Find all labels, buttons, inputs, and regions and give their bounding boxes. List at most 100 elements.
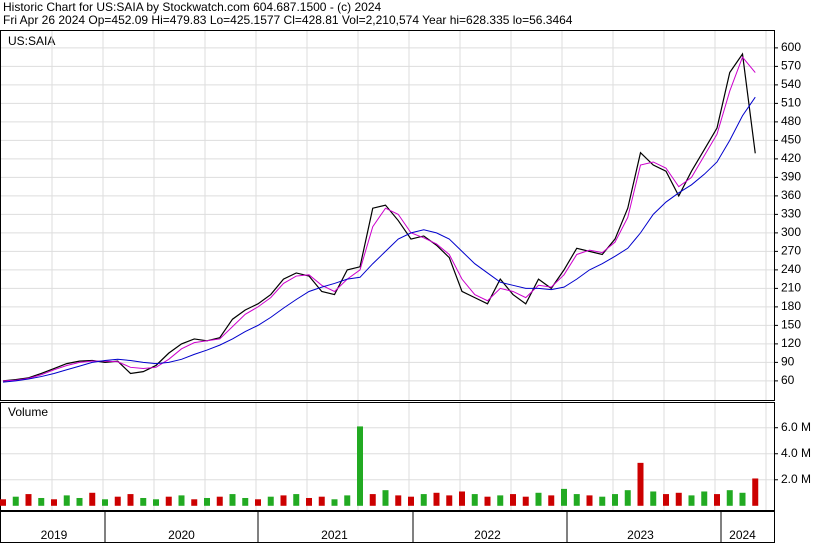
y-tick-label: 600: [781, 40, 801, 54]
volume-bar: [357, 426, 363, 506]
volume-bar: [675, 492, 682, 506]
y-tick-label: 180: [781, 299, 801, 313]
y-tick-label: 300: [781, 225, 801, 239]
volume-bar: [102, 499, 108, 506]
volume-bar: [459, 491, 465, 506]
panel-title: Volume: [8, 405, 48, 419]
volume-bar: [420, 494, 427, 506]
volume-bar: [306, 497, 312, 506]
y-tick-label: 210: [781, 281, 801, 295]
volume-bar: [624, 490, 631, 506]
header-line: Fri Apr 26 2024 Op=452.09 Hi=479.83 Lo=4…: [3, 13, 573, 27]
volume-bar: [497, 495, 504, 506]
volume-bar: [599, 496, 606, 506]
volume-bar: [280, 495, 287, 506]
volume-bar: [38, 497, 45, 506]
volume-bar: [395, 495, 402, 506]
y-tick-label: 240: [781, 262, 801, 276]
y-tick-label: 450: [781, 133, 801, 147]
volume-bar: [586, 495, 593, 506]
y-tick-label: 390: [781, 170, 801, 184]
price-line: [2, 96, 756, 383]
price-line: [2, 52, 756, 382]
volume-bar: [726, 490, 733, 506]
price-line: [2, 56, 756, 382]
volume-bar: [331, 499, 338, 506]
panel-title: US:SAIA: [8, 34, 55, 48]
volume-bar: [255, 499, 261, 506]
y-tick-label: 2.0 M: [781, 472, 811, 486]
volume-bar: [510, 494, 516, 506]
volume-bar: [204, 497, 210, 506]
volume-bar: [433, 492, 440, 506]
x-tick-label: 2021: [321, 528, 348, 542]
y-tick-label: 120: [781, 336, 801, 350]
y-tick-label: 330: [781, 207, 801, 221]
volume-bar: [12, 496, 19, 506]
y-tick-label: 6.0 M: [781, 420, 811, 434]
volume-bar: [318, 496, 325, 506]
volume-bar: [127, 494, 134, 506]
volume-bar: [51, 499, 57, 506]
volume-bar: [484, 496, 491, 506]
volume-bar: [114, 496, 121, 506]
x-tick-label: 2019: [41, 528, 68, 542]
volume-bar: [471, 494, 478, 506]
y-tick-label: 150: [781, 318, 801, 332]
volume-bar: [76, 497, 83, 506]
price-frame: [0, 30, 775, 401]
volume-bar: [89, 492, 96, 506]
volume-bar: [25, 494, 32, 506]
volume-bar: [293, 494, 300, 506]
volume-bar: [382, 490, 389, 506]
volume-bar: [573, 494, 580, 506]
x-tick-label: 2023: [627, 528, 654, 542]
volume-bar: [267, 496, 274, 506]
y-tick-label: 420: [781, 151, 801, 165]
x-tick-label: 2024: [729, 528, 756, 542]
y-tick-label: 60: [781, 373, 795, 387]
y-tick-label: 90: [781, 355, 795, 369]
volume-bar: [561, 488, 567, 506]
y-tick-label: 270: [781, 244, 801, 258]
x-tick-label: 2022: [474, 528, 501, 542]
volume-bar: [216, 496, 223, 506]
volume-bar: [714, 494, 720, 506]
volume-bar: [752, 478, 759, 506]
volume-bar: [178, 495, 185, 506]
y-tick-label: 360: [781, 188, 801, 202]
volume-bar: [663, 494, 669, 506]
volume-bar: [701, 491, 708, 506]
volume-bar: [637, 462, 644, 506]
volume-bar: [446, 495, 453, 506]
y-tick-label: 570: [781, 59, 801, 73]
year-separators: [104, 511, 722, 543]
volume-bar: [612, 494, 618, 506]
volume-bar: [140, 497, 147, 506]
volume-bar: [548, 495, 555, 506]
volume-bar: [153, 499, 159, 506]
volume-bar: [369, 494, 376, 506]
volume-bar: [229, 494, 236, 506]
volume-bar: [650, 491, 657, 506]
x-tick-label: 2020: [168, 528, 195, 542]
volume-bar: [535, 492, 542, 506]
volume-bar: [688, 495, 695, 506]
volume-bar: [0, 499, 6, 506]
y-tick-label: 4.0 M: [781, 446, 811, 460]
volume-bar: [739, 492, 746, 506]
volume-bar: [242, 497, 249, 506]
header-line: Historic Chart for US:SAIA by Stockwatch…: [3, 0, 381, 14]
volume-bar: [165, 496, 172, 506]
volume-bar: [191, 499, 198, 506]
y-tick-label: 540: [781, 77, 801, 91]
volume-bar: [522, 496, 529, 506]
volume-bar: [63, 495, 70, 506]
y-tick-label: 510: [781, 96, 801, 110]
volume-bar: [408, 496, 414, 506]
volume-bar: [344, 495, 351, 506]
volume-frame: [0, 402, 775, 511]
y-tick-label: 480: [781, 114, 801, 128]
